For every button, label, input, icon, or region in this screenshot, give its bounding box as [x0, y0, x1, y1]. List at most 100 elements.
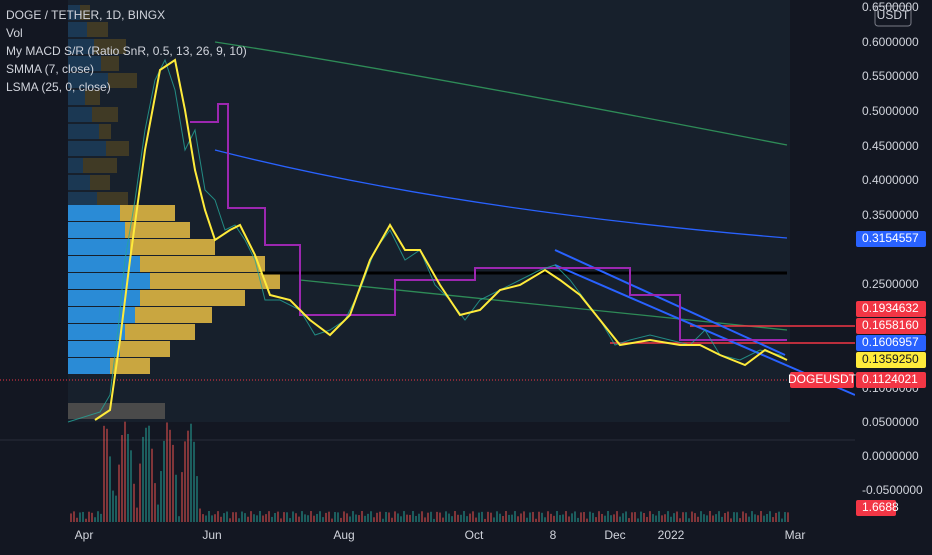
- volume-bar: [241, 511, 243, 522]
- volume-bar: [493, 517, 495, 522]
- volume-bar: [739, 518, 741, 522]
- volume-bar: [190, 423, 192, 522]
- volume-bar: [376, 512, 378, 522]
- volume-bar: [373, 517, 375, 522]
- volume-bar: [364, 515, 366, 522]
- profile-row: [120, 341, 170, 357]
- volume-bar: [763, 515, 765, 522]
- volume-bar: [658, 511, 660, 522]
- volume-bar: [370, 511, 372, 522]
- indicator-label: My MACD S/R (Ratio SnR, 0.5, 13, 26, 9, …: [6, 44, 247, 58]
- profile-row: [108, 73, 137, 88]
- volume-bar: [238, 518, 240, 522]
- volume-bar: [634, 512, 636, 522]
- volume-tag-label: 1.6688: [862, 500, 899, 514]
- volume-bar: [136, 507, 138, 522]
- volume-bar: [748, 516, 750, 522]
- volume-bar: [169, 429, 171, 522]
- profile-row: [68, 56, 101, 71]
- volume-bar: [703, 514, 705, 522]
- volume-bar: [289, 518, 291, 522]
- volume-bar: [127, 433, 129, 522]
- volume-bar: [478, 512, 480, 522]
- currency: USDT: [877, 8, 910, 22]
- volume-bar: [613, 514, 615, 522]
- volume-bar: [295, 513, 297, 522]
- volume-bar: [106, 428, 108, 522]
- currency-badge[interactable]: [874, 5, 912, 27]
- volume-bar: [712, 515, 714, 522]
- volume-bar: [193, 441, 195, 522]
- volume-bar: [271, 516, 273, 522]
- volume-bar: [442, 517, 444, 522]
- profile-row: [68, 5, 80, 20]
- profile-row: [68, 90, 85, 105]
- volume-bar: [97, 511, 99, 522]
- volume-bar: [358, 515, 360, 522]
- volume-bar: [151, 448, 153, 522]
- volume-bar: [220, 516, 222, 522]
- price-tag-label: 0.1934632: [862, 301, 919, 315]
- volume-bar: [346, 513, 348, 522]
- profile-row: [99, 124, 111, 139]
- profile-row: [68, 141, 106, 156]
- volume-bar: [163, 440, 165, 522]
- volume-bar: [91, 512, 93, 522]
- profile-row: [68, 158, 83, 173]
- volume-bar: [415, 515, 417, 522]
- volume-bar: [484, 518, 486, 522]
- profile-row: [68, 273, 150, 289]
- volume-bar: [730, 518, 732, 522]
- volume-bar: [553, 515, 555, 522]
- volume-bar: [385, 511, 387, 522]
- volume-bar: [718, 511, 720, 522]
- volume-bar: [412, 511, 414, 522]
- volume-bar: [520, 513, 522, 522]
- price-label: 0.0500000: [862, 415, 919, 429]
- volume-bar: [355, 514, 357, 522]
- green-ma: [214, 41, 788, 146]
- volume-bar: [337, 512, 339, 522]
- volume-bar: [667, 511, 669, 522]
- volume-bar: [451, 516, 453, 522]
- volume-bar: [421, 511, 423, 522]
- profile-row: [106, 141, 129, 156]
- volume-bar: [736, 512, 738, 522]
- volume-bar: [577, 517, 579, 522]
- profile-row: [68, 256, 140, 272]
- volume-bar: [589, 511, 591, 522]
- volume-bar: [481, 511, 483, 522]
- profile-row: [97, 192, 128, 207]
- profile-row: [135, 307, 212, 323]
- volume-bar: [535, 518, 537, 522]
- volume-tag: [856, 500, 896, 516]
- volume-bar: [118, 464, 120, 522]
- time-label: 2022: [658, 528, 685, 542]
- price-tag: [856, 318, 926, 334]
- profile-row: [120, 205, 175, 221]
- profile-row: [90, 175, 110, 190]
- time-label: Aug: [333, 528, 354, 542]
- time-label: Apr: [75, 528, 94, 542]
- profile-row: [110, 358, 150, 374]
- volume-bar: [343, 511, 345, 522]
- indicator-label: SMMA (7, close): [6, 62, 94, 76]
- volume-bar: [310, 511, 312, 522]
- volume-bar: [766, 513, 768, 522]
- volume-bar: [571, 513, 573, 522]
- volume-bar: [742, 511, 744, 522]
- volume-bar: [175, 474, 177, 522]
- volume-bar: [259, 511, 261, 522]
- volume-bar: [382, 518, 384, 522]
- volume-bar: [787, 512, 789, 522]
- volume-bar: [283, 512, 285, 522]
- time-label: Mar: [785, 528, 806, 542]
- volume-bar: [142, 436, 144, 522]
- volume-bar: [115, 495, 117, 522]
- profile-row: [87, 22, 108, 37]
- volume-bar: [502, 515, 504, 522]
- price-label: 0.2500000: [862, 277, 919, 291]
- volume-bar: [637, 518, 639, 522]
- profile-row: [68, 324, 125, 340]
